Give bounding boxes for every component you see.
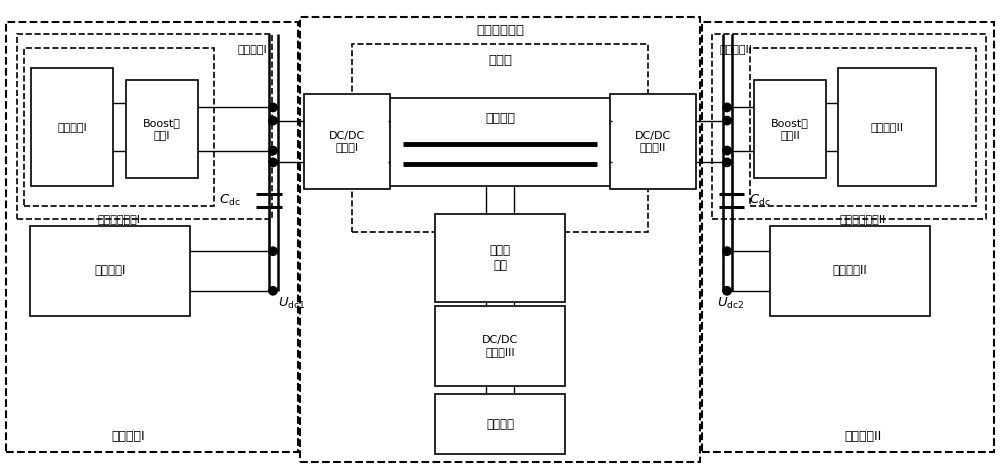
- Bar: [712, 34, 986, 219]
- Text: 直流子网I: 直流子网I: [112, 429, 145, 443]
- Text: 直流母线II: 直流母线II: [720, 44, 753, 54]
- Circle shape: [723, 117, 731, 125]
- Text: $U_{\mathrm{dc1}}$: $U_{\mathrm{dc1}}$: [278, 296, 306, 311]
- Text: DC/DC
变换器I: DC/DC 变换器I: [329, 131, 365, 152]
- Text: Boost变
换器I: Boost变 换器I: [143, 118, 181, 140]
- Bar: [838, 68, 936, 186]
- Circle shape: [723, 158, 731, 166]
- Text: DC/DC
变换器II: DC/DC 变换器II: [635, 131, 671, 152]
- Text: 光伏发电单元I: 光伏发电单元I: [98, 214, 140, 224]
- Bar: [30, 226, 190, 316]
- Text: Boost变
换器II: Boost变 换器II: [771, 118, 809, 140]
- Bar: [31, 68, 113, 186]
- Bar: [17, 34, 272, 219]
- Bar: [6, 22, 298, 452]
- Bar: [352, 44, 648, 232]
- Circle shape: [723, 103, 731, 112]
- Bar: [610, 94, 696, 189]
- Text: 直流母线I: 直流母线I: [237, 44, 267, 54]
- Circle shape: [269, 146, 277, 155]
- Bar: [300, 17, 700, 462]
- Text: $U_{\mathrm{dc2}}$: $U_{\mathrm{dc2}}$: [717, 296, 745, 311]
- Text: 直流子网II: 直流子网II: [844, 429, 881, 443]
- Bar: [770, 226, 930, 316]
- Text: $C_{\mathrm{dc}}$: $C_{\mathrm{dc}}$: [219, 193, 241, 209]
- Text: 直流负荷I: 直流负荷I: [94, 264, 126, 277]
- Circle shape: [269, 247, 277, 255]
- Text: 光伏发电单元II: 光伏发电单元II: [840, 214, 886, 224]
- Bar: [126, 80, 198, 178]
- Circle shape: [269, 103, 277, 112]
- Text: 光伏阵列I: 光伏阵列I: [57, 122, 87, 132]
- Bar: [24, 48, 214, 206]
- Text: DC/DC
变换器III: DC/DC 变换器III: [482, 335, 518, 357]
- Text: 光伏阵列II: 光伏阵列II: [871, 122, 904, 132]
- Text: 中间母线: 中间母线: [485, 111, 515, 125]
- Circle shape: [269, 117, 277, 125]
- Circle shape: [269, 158, 277, 166]
- Text: 直流负荷II: 直流负荷II: [833, 264, 867, 277]
- Bar: [435, 306, 565, 386]
- Circle shape: [723, 146, 731, 155]
- Text: 锂电池组: 锂电池组: [486, 418, 514, 430]
- Text: 超级电
容器: 超级电 容器: [490, 244, 511, 272]
- Bar: [388, 98, 612, 186]
- Text: 储能调压系统: 储能调压系统: [476, 25, 524, 37]
- Bar: [702, 22, 994, 452]
- Circle shape: [723, 287, 731, 295]
- Bar: [435, 394, 565, 454]
- Circle shape: [723, 247, 731, 255]
- Circle shape: [269, 287, 277, 295]
- Bar: [304, 94, 390, 189]
- Text: $C_{\mathrm{dc}}$: $C_{\mathrm{dc}}$: [750, 193, 771, 209]
- Text: 功率池: 功率池: [488, 54, 512, 66]
- Bar: [750, 48, 976, 206]
- Bar: [435, 214, 565, 302]
- Bar: [754, 80, 826, 178]
